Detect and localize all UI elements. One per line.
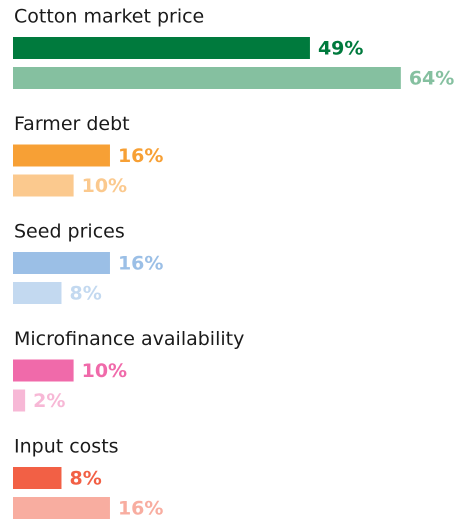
category-label: Seed prices — [14, 221, 125, 243]
bar — [13, 467, 62, 489]
value-label: 49% — [318, 38, 363, 60]
bar — [13, 37, 310, 59]
value-label: 64% — [409, 68, 454, 90]
bar — [13, 252, 110, 274]
bar — [13, 389, 26, 412]
value-label: 16% — [118, 253, 163, 275]
value-label: 8% — [69, 468, 101, 490]
category-label: Cotton market price — [14, 6, 204, 28]
value-label: 10% — [82, 175, 127, 197]
bar — [13, 359, 74, 382]
bar — [13, 174, 74, 197]
category-label: Input costs — [14, 436, 119, 458]
bar — [13, 67, 401, 89]
bar — [13, 497, 110, 519]
bar — [13, 282, 62, 304]
value-label: 10% — [82, 360, 127, 382]
value-label: 16% — [118, 145, 163, 167]
bar — [13, 144, 110, 167]
category-label: Farmer debt — [14, 113, 130, 135]
category-label: Microfinance availability — [14, 328, 244, 350]
value-label: 8% — [69, 283, 101, 305]
value-label: 16% — [118, 498, 163, 520]
value-label: 2% — [33, 390, 65, 412]
